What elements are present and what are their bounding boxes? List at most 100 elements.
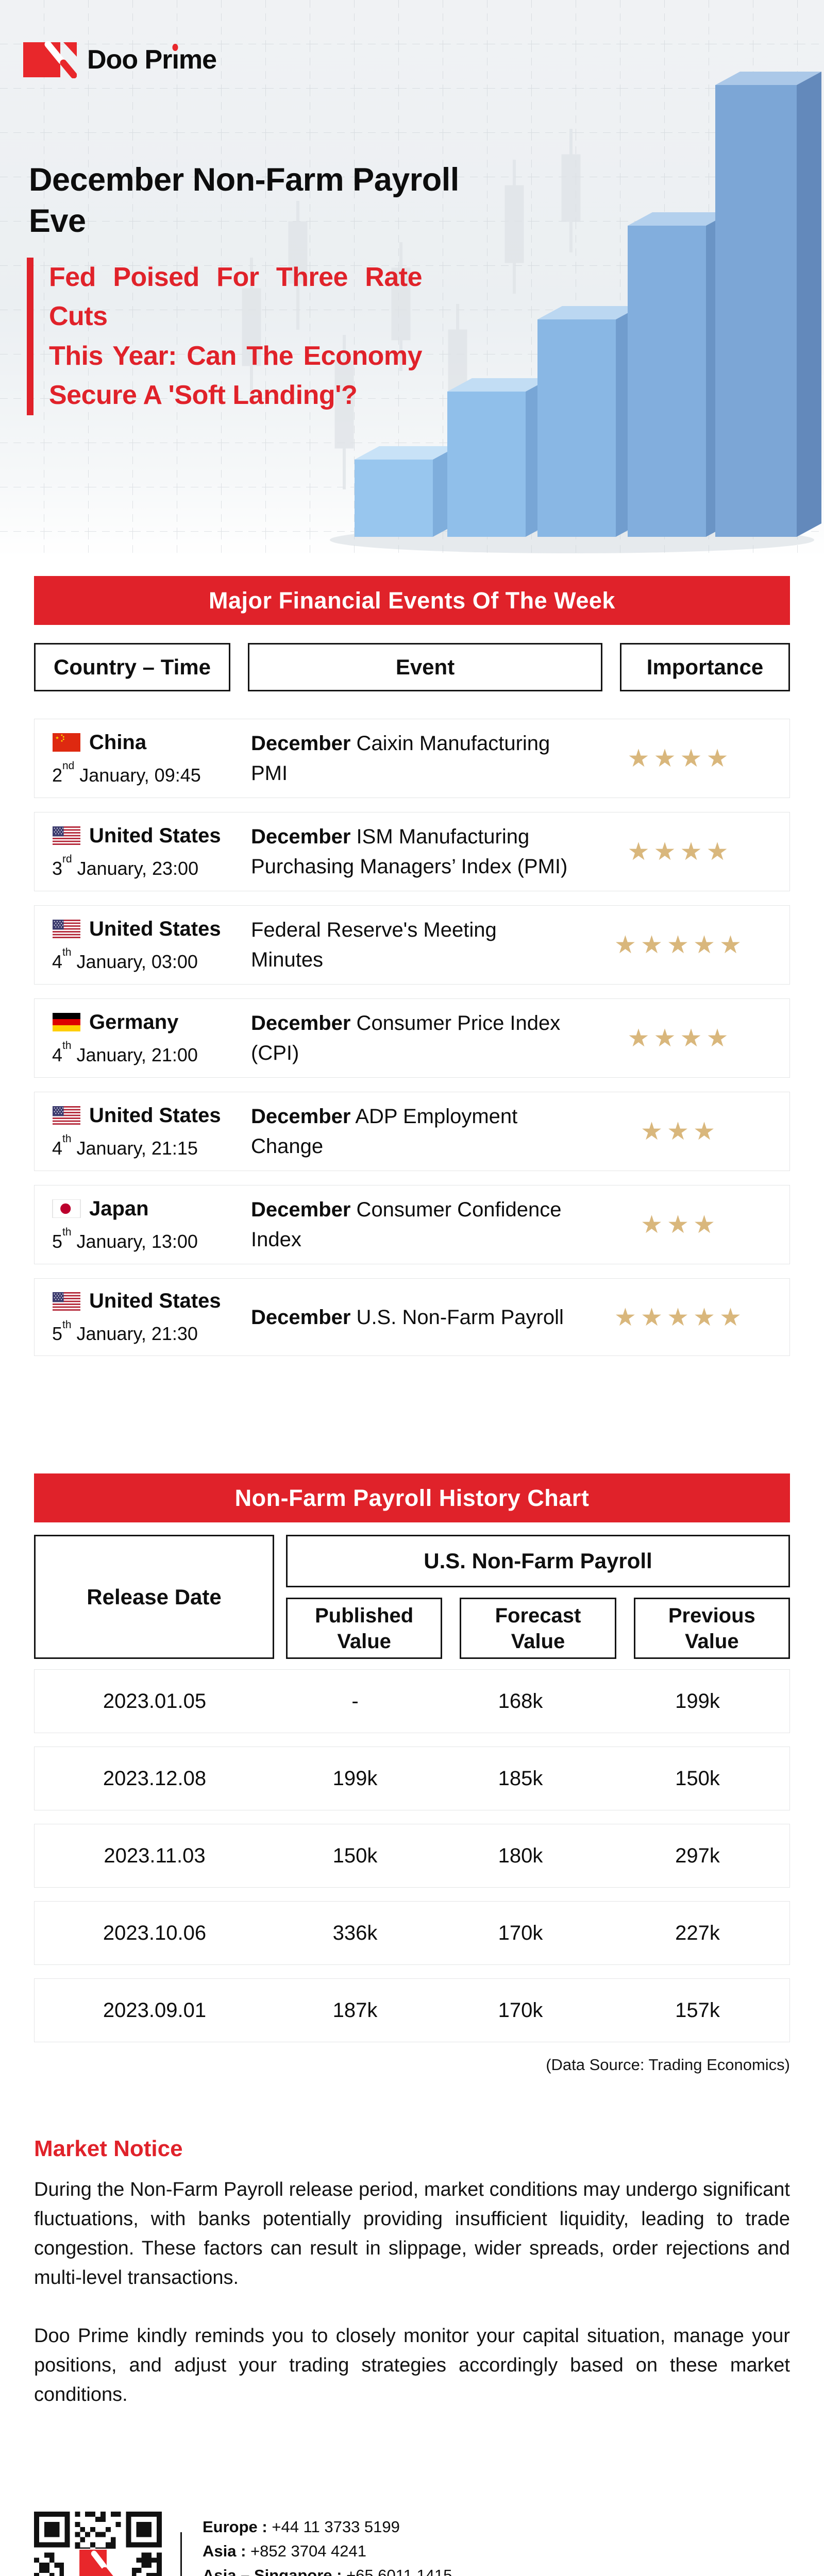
country-time-cell: United States 4th January, 21:15	[52, 1104, 251, 1159]
event-month: December	[251, 1306, 351, 1329]
release-date-cell: 2023.11.03	[104, 1844, 206, 1867]
event-cell: December U.S. Non-Farm Payroll	[251, 1302, 570, 1332]
events-banner: Major Financial Events Of The Week	[34, 576, 790, 625]
published-value-cell: 187k	[332, 1998, 378, 2022]
event-day-ordinal: th	[62, 1226, 72, 1239]
history-row: 2023.10.06 336k 170k 227k	[34, 1901, 790, 1965]
history-row: 2023.12.08 199k 185k 150k	[34, 1747, 790, 1810]
events-section: Major Financial Events Of The Week Count…	[34, 576, 790, 1356]
country-name: China	[89, 731, 147, 754]
event-day-ordinal: th	[62, 1318, 72, 1331]
contact-value: +65 6011 1415	[346, 2566, 452, 2576]
events-column-headers: Country – Time Event Importance	[34, 643, 790, 691]
bar-chart-3d-graphic	[330, 72, 821, 553]
japan-flag-icon	[52, 1199, 81, 1218]
column-header-forecast: Forecast Value	[460, 1598, 616, 1659]
event-cell: Federal Reserve's Meeting Minutes	[251, 915, 570, 975]
event-day-ordinal: th	[62, 946, 72, 959]
column-header-previous: Previous Value	[633, 1598, 790, 1659]
published-value-cell: 150k	[332, 1844, 378, 1867]
forecast-value-cell: 180k	[498, 1844, 543, 1867]
previous-value-cell: 297k	[675, 1844, 720, 1867]
china-flag-icon	[53, 733, 80, 752]
event-day: 4	[52, 1137, 63, 1159]
brand-logo: Doo Prıme	[23, 41, 217, 78]
history-rows: 2023.01.05 - 168k 199k 2023.12.08 199k 1…	[34, 1669, 790, 2042]
column-header-country-time: Country – Time	[34, 643, 230, 691]
event-row: United States 3rd January, 23:00 Decembe…	[34, 812, 790, 891]
history-section: Non-Farm Payroll History Chart Release D…	[34, 1473, 790, 2074]
contact-line-asia: Asia : +852 3704 4241	[203, 2541, 452, 2561]
forecast-value-cell: 168k	[498, 1689, 543, 1713]
forecast-value-cell: 170k	[498, 1998, 543, 2022]
contact-value: +44 11 3733 5199	[272, 2518, 400, 2536]
market-notice-paragraph: Doo Prime kindly reminds you to closely …	[34, 2325, 790, 2405]
doo-prime-logo-icon	[79, 2549, 113, 2576]
event-cell: December Consumer Price Index (CPI)	[251, 1008, 570, 1068]
market-notice-paragraph: During the Non-Farm Payroll release peri…	[34, 2179, 790, 2289]
event-month: December	[251, 825, 351, 848]
column-header-published: Published Value	[286, 1598, 443, 1659]
previous-value-cell: 150k	[675, 1767, 720, 1790]
importance-stars: ★★★★★	[614, 1303, 746, 1331]
data-source-note: (Data Source: Trading Economics)	[546, 2056, 790, 2074]
united-states-flag-icon	[53, 1292, 80, 1311]
importance-stars: ★★★★	[627, 838, 733, 866]
event-row: United States 4th January, 21:15 Decembe…	[34, 1092, 790, 1171]
brand-name-idot: ı	[172, 45, 179, 75]
market-notice-section: Market Notice During the Non-Farm Payrol…	[34, 2136, 790, 2410]
published-value-cell: 199k	[332, 1767, 378, 1790]
country-name: Japan	[89, 1197, 149, 1220]
country-time-cell: Japan 5th January, 13:00	[52, 1197, 251, 1252]
release-date-cell: 2023.10.06	[103, 1921, 207, 1944]
contact-line-asia-singapore: Asia – Singapore : +65 6011 1415	[203, 2566, 452, 2576]
column-header-group: U.S. Non-Farm Payroll	[286, 1535, 790, 1587]
germany-flag-icon	[53, 1013, 80, 1031]
previous-value-cell: 157k	[675, 1998, 720, 2022]
importance-stars: ★★★	[640, 1118, 720, 1145]
event-datetime: 5th January, 13:00	[52, 1226, 251, 1252]
event-day-ordinal: th	[62, 1133, 72, 1145]
release-date-cell: 2023.12.08	[103, 1767, 207, 1790]
event-row: United States 4th January, 03:00 Federal…	[34, 905, 790, 985]
event-datetime: 4th January, 03:00	[52, 946, 251, 973]
history-row: 2023.01.05 - 168k 199k	[34, 1669, 790, 1733]
event-time: January, 03:00	[71, 951, 198, 972]
event-text: Caixin Manufacturing PMI	[251, 732, 550, 785]
footer-divider	[180, 2532, 182, 2576]
forecast-value-cell: 170k	[498, 1921, 543, 1944]
event-day: 5	[52, 1230, 63, 1252]
event-datetime: 5th January, 21:30	[52, 1319, 251, 1345]
history-row: 2023.11.03 150k 180k 297k	[34, 1824, 790, 1888]
united-states-flag-icon	[53, 1106, 80, 1125]
event-datetime: 3rd January, 23:00	[52, 853, 251, 879]
importance-stars: ★★★★★	[614, 931, 746, 959]
united-states-flag-icon	[53, 920, 80, 938]
history-column-headers: Release Date U.S. Non-Farm Payroll Publi…	[34, 1535, 790, 1659]
event-text: Consumer Price Index (CPI)	[251, 1012, 561, 1064]
event-time: January, 21:15	[71, 1137, 198, 1159]
event-datetime: 2nd January, 09:45	[52, 760, 251, 786]
event-text: U.S. Non-Farm Payroll	[350, 1306, 564, 1329]
event-row: United States 5th January, 21:30 Decembe…	[34, 1278, 790, 1356]
history-row: 2023.09.01 187k 170k 157k	[34, 1978, 790, 2042]
contact-value: +852 3704 4241	[250, 2542, 367, 2560]
event-row: Japan 5th January, 13:00 December Consum…	[34, 1185, 790, 1264]
country-time-cell: United States 5th January, 21:30	[52, 1290, 251, 1345]
market-notice-title: Market Notice	[34, 2136, 183, 2161]
country-time-cell: Germany 4th January, 21:00	[52, 1011, 251, 1066]
country-name: United States	[89, 824, 221, 847]
country-name: United States	[89, 1104, 221, 1127]
brand-name: Doo Prıme	[87, 44, 217, 75]
column-header-event: Event	[248, 643, 602, 691]
subtitle-line: This Year: Can The Economy	[49, 341, 423, 371]
event-row: Germany 4th January, 21:00 December Cons…	[34, 998, 790, 1078]
qr-code: Doo Prime Your Private Broker	[34, 2512, 162, 2576]
forecast-value-cell: 185k	[498, 1767, 543, 1790]
event-text: Federal Reserve's Meeting Minutes	[251, 919, 497, 971]
event-day-ordinal: rd	[62, 853, 72, 866]
event-text: ISM Manufacturing Purchasing Managers’ I…	[251, 825, 568, 878]
hero-background-graphic	[0, 0, 824, 557]
event-row: China 2nd January, 09:45 December Caixin…	[34, 719, 790, 798]
